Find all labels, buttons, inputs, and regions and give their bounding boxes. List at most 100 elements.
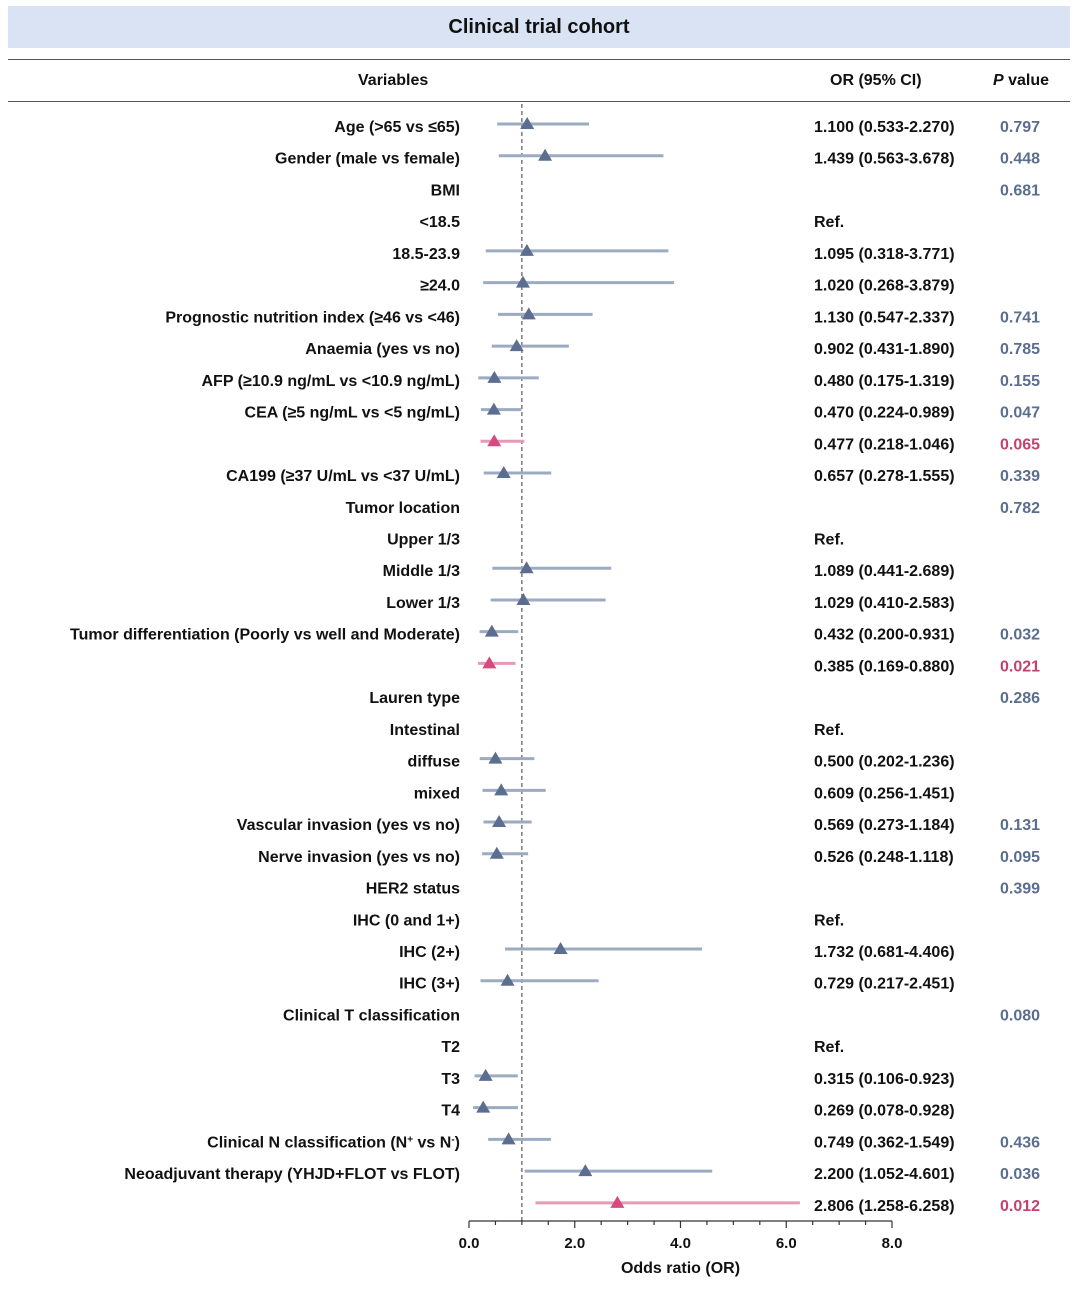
row-label: Tumor location bbox=[346, 500, 460, 517]
row-label: IHC (2+) bbox=[399, 944, 460, 961]
or-marker bbox=[484, 624, 499, 637]
row-label: ≥24.0 bbox=[420, 278, 460, 295]
or-marker bbox=[553, 941, 568, 954]
p-value: 0.782 bbox=[1000, 500, 1040, 517]
row-label: Clinical T classification bbox=[283, 1007, 460, 1024]
or-marker bbox=[521, 307, 536, 320]
p-value: 0.339 bbox=[1000, 468, 1040, 485]
or-ci-value: Ref. bbox=[814, 722, 844, 739]
p-value: 0.785 bbox=[1000, 341, 1040, 358]
or-marker bbox=[478, 1068, 493, 1081]
or-marker bbox=[515, 275, 530, 288]
or-marker bbox=[482, 656, 497, 669]
x-tick-label: 4.0 bbox=[670, 1235, 691, 1252]
x-axis-label: Odds ratio (OR) bbox=[621, 1260, 740, 1277]
or-ci-value: 1.130 (0.547-2.337) bbox=[814, 309, 955, 326]
p-value: 0.047 bbox=[1000, 405, 1040, 422]
or-marker bbox=[538, 148, 553, 161]
p-value: 0.797 bbox=[1000, 119, 1040, 136]
p-value-header: P value bbox=[993, 72, 1049, 90]
p-value: 0.681 bbox=[1000, 182, 1040, 199]
or-ci-value: 0.385 (0.169-0.880) bbox=[814, 658, 955, 675]
or-marker bbox=[486, 402, 501, 415]
or-marker bbox=[501, 1132, 516, 1145]
or-marker bbox=[492, 815, 507, 828]
row-label: Tumor differentiation (Poorly vs well an… bbox=[70, 627, 460, 644]
row-label: Intestinal bbox=[390, 722, 460, 739]
p-value: 0.448 bbox=[1000, 151, 1040, 168]
or-marker bbox=[489, 846, 504, 859]
header-bottom-rule bbox=[8, 101, 1070, 102]
p-value: 0.021 bbox=[1000, 658, 1040, 675]
or-ci-value: 1.100 (0.533-2.270) bbox=[814, 119, 955, 136]
p-value: 0.080 bbox=[1000, 1007, 1040, 1024]
row-label: CEA (≥5 ng/mL vs <5 ng/mL) bbox=[245, 405, 460, 422]
p-value: 0.036 bbox=[1000, 1166, 1040, 1183]
row-label: <18.5 bbox=[420, 214, 461, 231]
or-marker bbox=[476, 1100, 491, 1113]
or-ci-value: 2.806 (1.258-6.258) bbox=[814, 1198, 955, 1215]
row-label: Anaemia (yes vs no) bbox=[305, 341, 460, 358]
row-label: BMI bbox=[431, 182, 460, 199]
or-ci-value: 1.029 (0.410-2.583) bbox=[814, 595, 955, 612]
row-label: HER2 status bbox=[366, 881, 460, 898]
or-marker bbox=[494, 783, 509, 796]
p-value: 0.032 bbox=[1000, 627, 1040, 644]
or-ci-value: 0.432 (0.200-0.931) bbox=[814, 627, 955, 644]
or-ci-value: 0.657 (0.278-1.555) bbox=[814, 468, 955, 485]
p-value: 0.131 bbox=[1000, 817, 1040, 834]
or-ci-value: 1.020 (0.268-3.879) bbox=[814, 278, 955, 295]
or-marker bbox=[610, 1195, 625, 1208]
or-ci-value: 0.902 (0.431-1.890) bbox=[814, 341, 955, 358]
p-value: 0.436 bbox=[1000, 1134, 1040, 1151]
p-value-header-rest: value bbox=[1003, 72, 1050, 89]
or-ci-value: 0.569 (0.273-1.184) bbox=[814, 817, 955, 834]
or-ci-value: 1.732 (0.681-4.406) bbox=[814, 944, 955, 961]
row-label: T3 bbox=[441, 1071, 460, 1088]
p-value: 0.741 bbox=[1000, 309, 1040, 326]
or-ci-value: 1.439 (0.563-3.678) bbox=[814, 151, 955, 168]
or-marker bbox=[509, 339, 524, 352]
row-label: T2 bbox=[441, 1039, 460, 1056]
or-ci-value: 0.269 (0.078-0.928) bbox=[814, 1103, 955, 1120]
or-ci-value: 2.200 (1.052-4.601) bbox=[814, 1166, 955, 1183]
row-label: Upper 1/3 bbox=[387, 531, 460, 548]
x-tick-label: 6.0 bbox=[776, 1235, 797, 1252]
row-label: mixed bbox=[414, 785, 460, 802]
or-marker bbox=[496, 466, 511, 479]
row-label: Vascular invasion (yes vs no) bbox=[237, 817, 460, 834]
or-ci-value: Ref. bbox=[814, 1039, 844, 1056]
p-value: 0.155 bbox=[1000, 373, 1040, 390]
header-top-rule bbox=[8, 59, 1070, 60]
p-value: 0.012 bbox=[1000, 1198, 1040, 1215]
row-label: IHC (3+) bbox=[399, 976, 460, 993]
row-label: Lower 1/3 bbox=[386, 595, 460, 612]
or-ci-value: Ref. bbox=[814, 531, 844, 548]
row-label: Gender (male vs female) bbox=[275, 151, 460, 168]
row-label: AFP (≥10.9 ng/mL vs <10.9 ng/mL) bbox=[202, 373, 461, 390]
row-label: Age (>65 vs ≤65) bbox=[334, 119, 460, 136]
or-marker bbox=[487, 370, 502, 383]
or-ci-value: 1.089 (0.441-2.689) bbox=[814, 563, 955, 580]
variables-header: Variables bbox=[358, 72, 429, 89]
or-marker bbox=[488, 751, 503, 764]
row-label: Middle 1/3 bbox=[383, 563, 460, 580]
or-ci-value: 0.477 (0.218-1.046) bbox=[814, 436, 955, 453]
x-tick-label: 2.0 bbox=[564, 1235, 585, 1252]
row-label: Nerve invasion (yes vs no) bbox=[258, 849, 460, 866]
or-ci-value: Ref. bbox=[814, 912, 844, 929]
or-ci-value: 0.470 (0.224-0.989) bbox=[814, 405, 955, 422]
or-marker bbox=[519, 243, 534, 256]
or-marker bbox=[516, 592, 531, 605]
or-ci-header: OR (95% CI) bbox=[830, 72, 922, 89]
or-ci-value: 0.526 (0.248-1.118) bbox=[814, 849, 954, 866]
or-marker bbox=[519, 561, 534, 574]
or-ci-value: 0.500 (0.202-1.236) bbox=[814, 754, 955, 771]
row-label: diffuse bbox=[408, 754, 461, 771]
or-marker bbox=[487, 434, 502, 447]
or-ci-value: 0.729 (0.217-2.451) bbox=[814, 976, 955, 993]
or-ci-value: 0.749 (0.362-1.549) bbox=[814, 1134, 955, 1151]
row-label: Neoadjuvant therapy (YHJD+FLOT vs FLOT) bbox=[124, 1166, 460, 1183]
p-value: 0.065 bbox=[1000, 436, 1040, 453]
